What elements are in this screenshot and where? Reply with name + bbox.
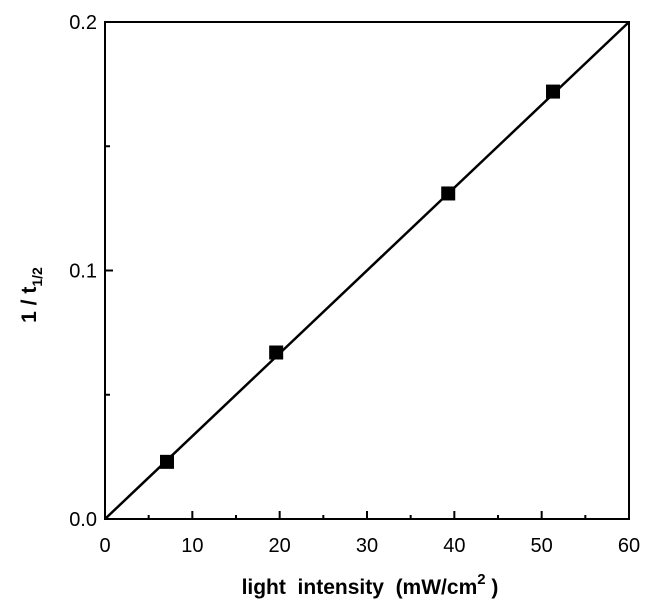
x-tick-label: 30 [356, 535, 378, 557]
data-point [269, 345, 284, 360]
x-tick-label: 40 [443, 535, 465, 557]
fit-line [104, 21, 630, 520]
x-axis-title-superscript: 2 [477, 571, 485, 588]
y-tick-label: 0.1 [69, 261, 97, 283]
y-axis-title: 1 / t1/2 [18, 267, 45, 323]
data-point [441, 186, 456, 201]
x-axis-title: light intensity (mW/cm2 ) [242, 571, 499, 599]
x-tick-label: 50 [531, 535, 553, 557]
y-tick-label: 0.0 [69, 509, 97, 531]
y-axis-title-subscript: 1/2 [29, 267, 45, 287]
data-point [160, 454, 175, 469]
x-tick-label: 60 [618, 535, 640, 557]
x-tick-label: 10 [181, 535, 203, 557]
x-tick-label: 20 [269, 535, 291, 557]
y-tick-label: 0.2 [69, 12, 97, 34]
data-point [546, 84, 561, 99]
x-tick-label: 0 [99, 535, 110, 557]
